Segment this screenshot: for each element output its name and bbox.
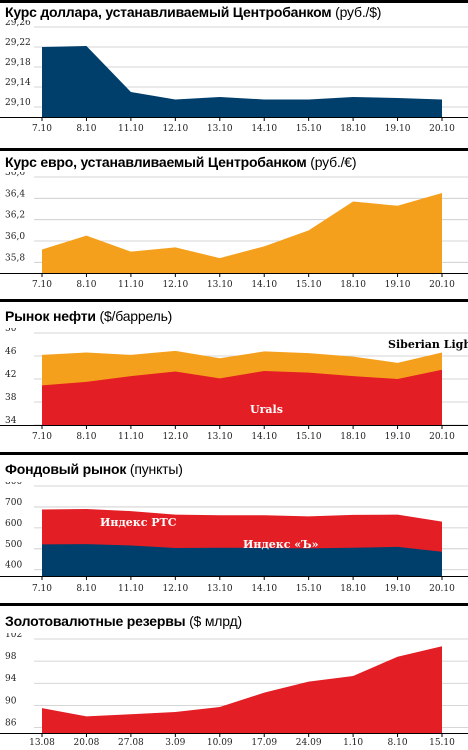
y-tick-label: 42 — [5, 370, 16, 380]
y-tick-label: 500 — [5, 540, 22, 550]
series-area-0 — [42, 193, 442, 273]
y-tick-label: 400 — [5, 561, 22, 571]
x-tick-label: 8.10 — [76, 432, 96, 442]
y-tick-label: 50 — [5, 328, 17, 334]
x-tick-label: 27.08 — [118, 738, 144, 748]
y-tick-label: 29,26 — [5, 20, 31, 28]
x-tick-label: 18.10 — [340, 124, 366, 134]
y-tick-label: 600 — [5, 519, 22, 529]
x-tick-label: 17.09 — [251, 738, 277, 748]
y-tick-label: 800 — [5, 482, 22, 487]
x-tick-label: 15.10 — [296, 584, 322, 594]
x-tick-label: 15.10 — [429, 738, 455, 748]
y-tick-label: 46 — [5, 347, 17, 357]
chart-title: Рынок нефти ($/баррель) — [5, 308, 173, 324]
x-tick-label: 12.10 — [162, 280, 188, 290]
x-tick-label: 12.10 — [162, 432, 188, 442]
x-tick-label: 20.08 — [74, 738, 100, 748]
chart-title: Фондовый рынок (пункты) — [5, 461, 183, 477]
x-tick-label: 13.10 — [207, 280, 233, 290]
x-tick-label: 7.10 — [32, 124, 52, 134]
x-tick-label: 19.10 — [385, 432, 411, 442]
x-tick-label: 18.10 — [340, 280, 366, 290]
x-tick-label: 13.10 — [207, 584, 233, 594]
oil-area-chart: 34 38 42 46 50 7.10 8.10 11.10 12.10 13.10 14.10 15… — [0, 328, 468, 442]
x-tick-label: 14.10 — [251, 280, 277, 290]
y-tick-label: 29,18 — [5, 58, 31, 68]
x-tick-label: 15.10 — [296, 280, 322, 290]
y-tick-label: 700 — [5, 498, 22, 508]
y-tick-label: 90 — [5, 696, 17, 706]
eur-area-chart: 35,8 36,0 36,2 36,4 36,6 7.10 8.10 11.10 12.10 13… — [0, 172, 468, 290]
y-tick-label: 34 — [5, 416, 17, 426]
y-tick-label: 36,2 — [5, 211, 25, 221]
series-area-0 — [42, 46, 442, 117]
series-label-kommersant-index: Индекс «Ъ» — [243, 538, 319, 551]
x-tick-label: 19.10 — [385, 280, 411, 290]
x-tick-label: 14.10 — [251, 432, 277, 442]
x-tick-label: 14.10 — [251, 584, 277, 594]
x-tick-label: 14.10 — [251, 124, 277, 134]
y-tick-label: 102 — [5, 633, 22, 640]
x-tick-label: 12.10 — [162, 124, 188, 134]
x-tick-label: 8.10 — [76, 124, 96, 134]
x-tick-label: 20.10 — [429, 280, 455, 290]
series-area-0 — [42, 646, 442, 733]
x-tick-label: 8.10 — [76, 584, 96, 594]
x-tick-label: 11.10 — [118, 280, 144, 290]
x-tick-label: 18.10 — [340, 584, 366, 594]
y-tick-label: 35,8 — [5, 253, 25, 263]
x-tick-label: 24.09 — [296, 738, 322, 748]
top-rule — [0, 0, 468, 3]
x-tick-label: 8.10 — [388, 738, 408, 748]
chart-title: Курс евро, устанавливаемый Центробанком … — [5, 154, 357, 170]
x-tick-label: 12.10 — [162, 584, 188, 594]
x-tick-label: 13.08 — [29, 738, 55, 748]
top-rule — [0, 452, 468, 455]
x-tick-label: 15.10 — [296, 432, 322, 442]
x-tick-label: 15.10 — [296, 124, 322, 134]
reserves-area-chart: 86 90 94 98 102 13.08 20.08 27.08 3.09 10.09 17.09… — [0, 633, 468, 748]
y-tick-label: 36,6 — [5, 172, 25, 178]
x-tick-label: 20.10 — [429, 124, 455, 134]
y-tick-label: 38 — [5, 393, 17, 403]
top-rule — [0, 148, 468, 151]
x-tick-label: 13.10 — [207, 432, 233, 442]
y-tick-label: 94 — [5, 674, 17, 684]
usd-area-chart: 29,10 29,14 29,18 29,22 29,26 7.10 8.10 11.10 12… — [0, 20, 468, 134]
x-tick-label: 13.10 — [207, 124, 233, 134]
x-tick-label: 10.09 — [207, 738, 233, 748]
x-tick-label: 7.10 — [32, 432, 52, 442]
x-tick-label: 8.10 — [76, 280, 96, 290]
series-area-1 — [42, 369, 442, 425]
x-tick-label: 18.10 — [340, 432, 366, 442]
top-rule — [0, 603, 468, 606]
x-tick-label: 20.10 — [429, 432, 455, 442]
y-tick-label: 29,22 — [5, 38, 31, 48]
top-rule — [0, 299, 468, 302]
x-tick-label: 11.10 — [118, 584, 144, 594]
y-tick-label: 29,10 — [5, 98, 31, 108]
y-tick-label: 36,0 — [5, 232, 25, 242]
x-tick-label: 1.10 — [343, 738, 363, 748]
x-tick-label: 7.10 — [32, 584, 52, 594]
x-tick-label: 3.09 — [165, 738, 185, 748]
y-tick-label: 86 — [5, 718, 17, 728]
x-tick-label: 7.10 — [32, 280, 52, 290]
x-tick-label: 11.10 — [118, 124, 144, 134]
x-tick-label: 11.10 — [118, 432, 144, 442]
chart-title: Золотовалютные резервы ($ млрд) — [5, 613, 242, 629]
x-tick-label: 20.10 — [429, 584, 455, 594]
chart-title: Курс доллара, устанавливаемый Центробанк… — [5, 4, 382, 20]
series-area-1 — [42, 544, 442, 576]
series-label-rts-index: Индекс РТС — [100, 516, 177, 529]
y-tick-label: 36,4 — [5, 189, 25, 199]
stock-area-chart: 400 500 600 700 800 7.10 8.10 11.10 12.10 13.10 14… — [0, 482, 468, 594]
series-label-siberian-light: Siberian Light — [388, 338, 468, 351]
y-tick-label: 98 — [5, 652, 17, 662]
x-tick-label: 19.10 — [385, 584, 411, 594]
series-label-urals: Urals — [250, 403, 283, 416]
x-tick-label: 19.10 — [385, 124, 411, 134]
y-tick-label: 29,14 — [5, 78, 31, 88]
